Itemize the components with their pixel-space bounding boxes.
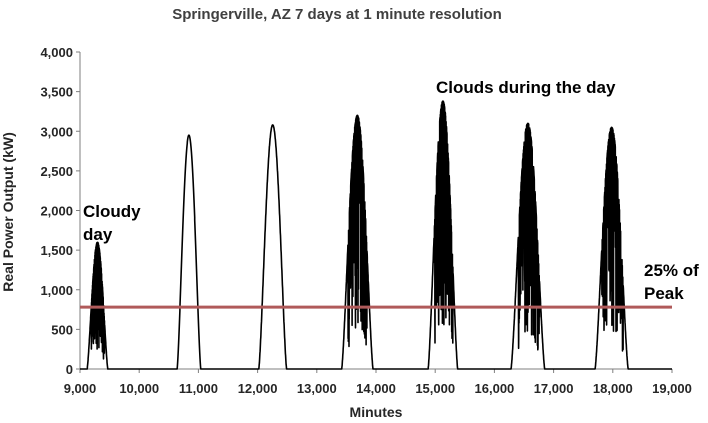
x-tick-label: 12,000 — [238, 381, 278, 396]
y-tick-label: 1,000 — [40, 283, 73, 298]
x-tick-label: 14,000 — [356, 381, 396, 396]
annotation-25-percent-line1: 25% of — [644, 261, 699, 280]
y-tick-label: 4,000 — [40, 45, 73, 60]
y-axis-label: Real Power Output (kW) — [0, 132, 16, 291]
y-tick-label: 500 — [51, 322, 73, 337]
x-axis-label: Minutes — [350, 404, 403, 420]
annotation-cloudy-day-line1: Cloudy — [83, 202, 141, 221]
chart-title: Springerville, AZ 7 days at 1 minute res… — [172, 6, 502, 23]
y-tick-label: 0 — [66, 362, 73, 377]
x-tick-label: 17,000 — [534, 381, 574, 396]
x-tick-label: 10,000 — [119, 381, 159, 396]
x-tick-label: 13,000 — [297, 381, 337, 396]
series-line — [80, 100, 672, 370]
x-tick-label: 11,000 — [179, 381, 218, 396]
x-tick-label: 16,000 — [475, 381, 515, 396]
y-tick-label: 1,500 — [40, 243, 73, 258]
series-power-output — [80, 100, 672, 370]
y-tick-label: 2,000 — [40, 204, 73, 219]
x-tick-label: 19,000 — [652, 381, 692, 396]
x-tick-label: 9,000 — [64, 381, 97, 396]
x-tick-label: 15,000 — [415, 381, 455, 396]
annotation-clouds-during-day: Clouds during the day — [436, 78, 616, 97]
x-axis-ticks: 9,000 10,000 11,000 12,000 13,000 14,000 15,00… — [64, 369, 692, 396]
y-axis-ticks: 0 500 1,000 1,500 2,000 2,500 3,000 3,500 4,000 — [40, 45, 80, 377]
annotation-cloudy-day-line2: day — [83, 225, 113, 244]
y-tick-label: 3,000 — [40, 124, 73, 139]
x-tick-label: 18,000 — [593, 381, 633, 396]
y-tick-label: 3,500 — [40, 85, 73, 100]
annotation-25-percent-line2: Peak — [644, 284, 684, 303]
y-tick-label: 2,500 — [40, 164, 73, 179]
